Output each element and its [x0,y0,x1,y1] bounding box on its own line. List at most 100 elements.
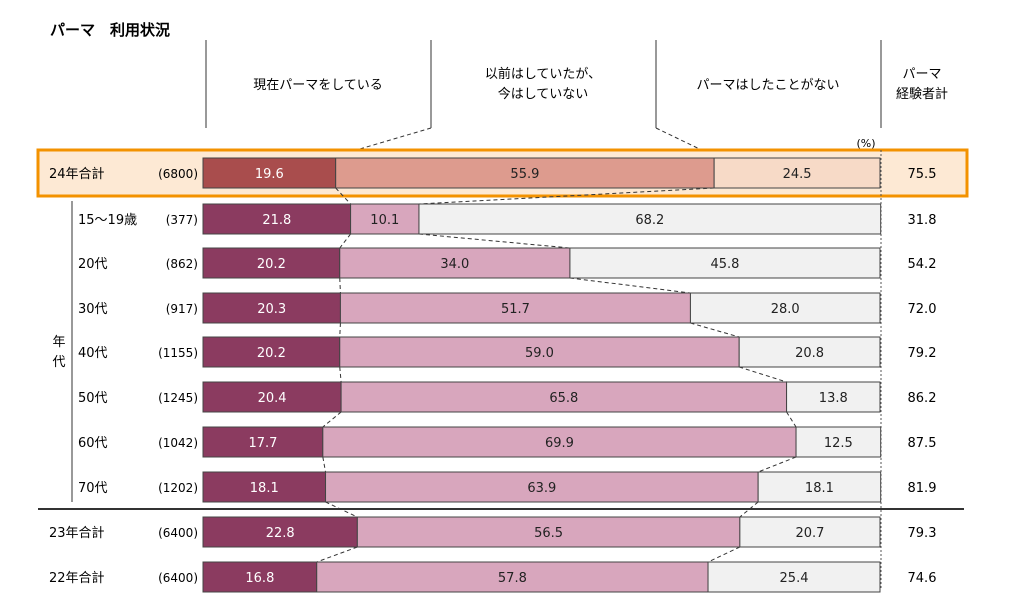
bar-segment [339,292,691,324]
connector-line [316,546,358,563]
data-label: 16.8 [245,571,274,586]
total-value: 72.0 [908,302,937,317]
row-label: 15～19歳 [78,213,137,228]
bar-segment [339,247,571,279]
data-label: 65.8 [549,391,578,406]
row-label: 20代 [78,257,108,272]
data-label: 20.2 [257,257,286,272]
bar-segment [739,516,881,548]
data-label: 21.8 [262,213,291,228]
connector-line [757,456,797,473]
bar-segment [350,203,420,235]
connector-line [707,546,741,563]
data-label: 24.5 [783,167,812,182]
total-value: 54.2 [908,257,937,272]
data-label: 56.5 [534,526,563,541]
connector-line [739,501,759,518]
header-previous-perm-line1: 以前はしていたが、 [485,66,601,82]
bar-segment [569,247,881,279]
row-label: 22年合計 [49,570,105,586]
total-value: 74.6 [908,571,937,586]
header-never-perm: パーマはしたことがない [696,78,839,93]
data-label: 20.7 [795,526,824,541]
data-label: 18.1 [805,481,834,496]
connector-line [418,233,570,249]
bar-segment [202,203,352,235]
connector-line [690,322,740,338]
sample-size: (1042) [158,436,198,450]
data-label: 20.8 [795,346,824,361]
unit-label: (%) [856,137,875,150]
connector-lines [316,187,797,563]
header-previous-perm-line2: 今はしていない [498,86,589,102]
data-label: 51.7 [501,302,530,317]
bar-segment [356,516,741,548]
data-label: 55.9 [510,167,539,182]
bar-segment [202,247,341,279]
bar-segment [335,157,715,189]
connector-line [739,366,787,383]
data-label: 19.6 [255,167,284,182]
data-label: 22.8 [266,526,295,541]
data-label: 63.9 [527,481,556,496]
header-experienced-line1: パーマ [902,67,941,82]
bar-segment [202,561,318,593]
sample-size: (862) [166,257,198,271]
row-label: 50代 [78,391,108,406]
bar-segment [202,381,342,413]
total-value: 79.3 [908,526,937,541]
bar-segment [786,381,881,413]
sample-size: (377) [166,213,198,227]
bar-rows: 24年合計 (6800) 19.6 55.9 24.5 75.5 15～19歳 (377) 21… [49,157,937,593]
sample-size: (6400) [158,526,198,540]
bar-segment [689,292,881,324]
bar-segment [757,471,882,503]
connector-line [339,322,341,338]
row-label: 23年合計 [49,525,105,541]
data-label: 12.5 [824,436,853,451]
header-experienced-line2: 経験者計 [896,86,948,102]
data-label: 34.0 [440,257,469,272]
connector-line [322,456,327,473]
data-label: 57.8 [498,571,527,586]
data-label: 10.1 [370,213,399,228]
bar-segment [738,336,881,368]
chart-title: パーマ 利用状況 [50,21,170,39]
row-label: 60代 [78,436,108,451]
data-label: 28.0 [771,302,800,317]
connector-line [786,411,797,428]
connector-line [569,277,691,294]
connector-line [322,411,342,428]
age-group-label-char1: 年 [52,335,65,350]
data-label: 59.0 [525,346,554,361]
bar-segment [713,157,881,189]
data-label: 45.8 [710,257,739,272]
age-group-label-char2: 代 [52,355,65,370]
bar-segment [202,516,358,548]
bar-segment [202,292,341,324]
total-value: 87.5 [908,436,937,451]
bar-segment [795,426,882,458]
total-value: 81.9 [908,481,937,496]
sample-size: (1245) [158,391,198,405]
connector-line [418,187,715,205]
header-connector [335,127,432,157]
connector-line [335,187,351,205]
data-label: 17.7 [248,436,277,451]
data-label: 69.9 [545,436,574,451]
data-label: 20.3 [257,302,286,317]
data-label: 20.2 [257,346,286,361]
data-label: 20.4 [258,391,287,406]
total-value: 75.5 [908,167,937,182]
bar-segment [316,561,709,593]
data-label: 25.4 [780,571,809,586]
sample-size: (917) [166,302,198,316]
data-label: 13.8 [819,391,848,406]
total-value: 31.8 [908,213,937,228]
row-label: 30代 [78,302,108,317]
row-label: 70代 [78,481,108,496]
sample-size: (6800) [158,167,198,181]
connector-line [339,366,342,383]
connector-line [339,233,351,249]
